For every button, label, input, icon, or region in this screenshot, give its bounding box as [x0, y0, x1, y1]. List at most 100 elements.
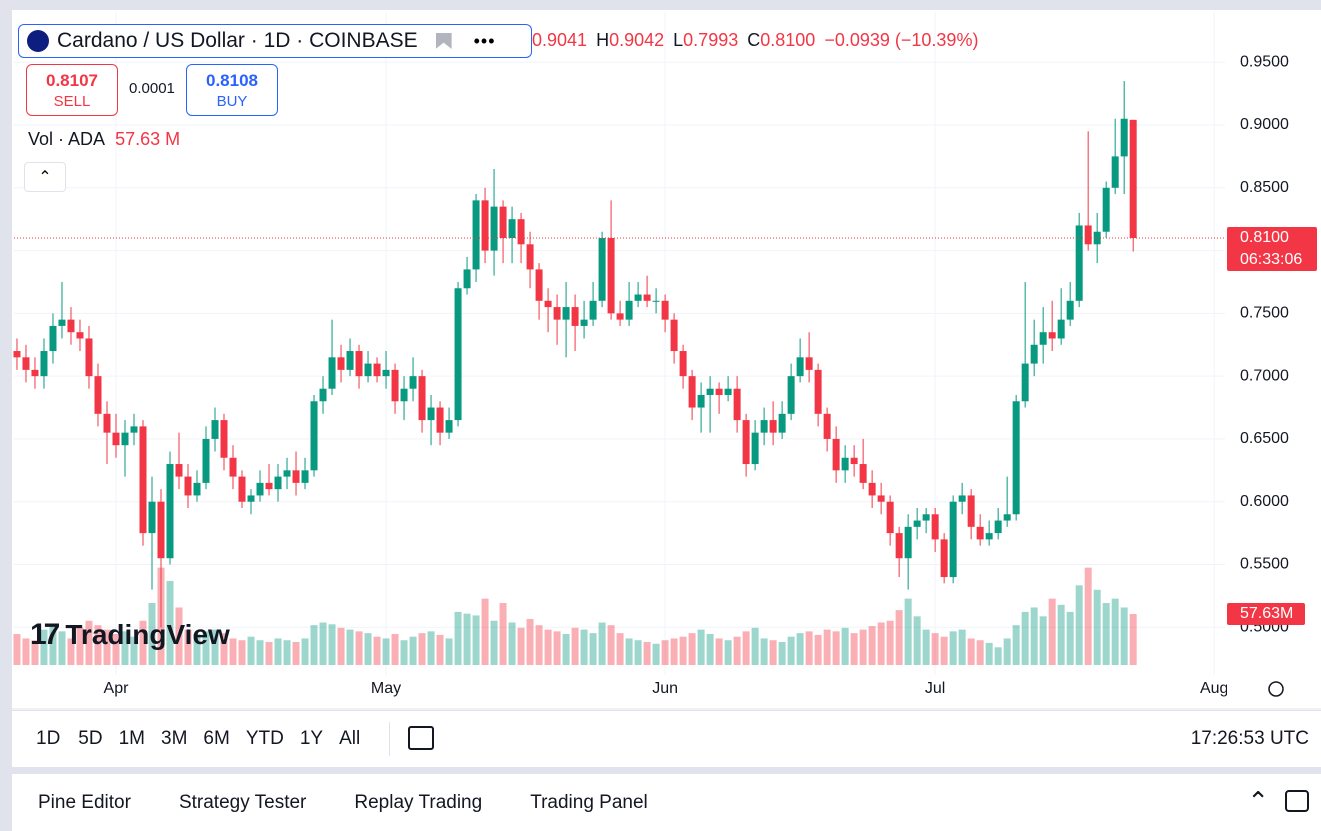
candle-body: [796, 357, 804, 377]
candle-body: [202, 438, 210, 483]
volume-bar: [904, 598, 912, 665]
candle-body: [634, 294, 642, 301]
volume-bar: [355, 631, 363, 665]
volume-bar: [463, 613, 471, 665]
candle-body: [454, 288, 462, 421]
volume-bar: [76, 627, 84, 665]
volume-bar: [283, 640, 291, 665]
volume-bar: [823, 629, 831, 665]
volume-value: 57.63 M: [115, 129, 181, 149]
timeframe-button[interactable]: 5D: [78, 728, 103, 749]
volume-bar: [652, 643, 660, 665]
more[interactable]: •••: [473, 30, 496, 51]
volume-bar: [724, 640, 732, 665]
candle-body: [481, 200, 489, 251]
x-tick-label: Apr: [104, 680, 130, 697]
candle-body: [1057, 319, 1065, 339]
volume-bar: [985, 642, 993, 665]
candle-body: [1003, 514, 1011, 521]
volume-bar: [796, 633, 804, 665]
high-label: H: [596, 30, 610, 50]
volume-bar: [184, 629, 192, 665]
panel-tab[interactable]: Pine Editor: [38, 792, 131, 813]
volume-bar: [364, 633, 372, 665]
timeframe-button[interactable]: 3M: [161, 728, 188, 749]
candle-body: [247, 495, 255, 502]
volume-bar: [607, 625, 615, 665]
volume-bar: [940, 636, 948, 665]
collapse-button[interactable]: ⌃: [24, 162, 66, 192]
date-range-icon[interactable]: [408, 726, 434, 750]
volume-bar: [1057, 604, 1065, 665]
close-label: C: [747, 30, 761, 50]
candle-body: [1030, 344, 1038, 364]
candle-body: [1111, 156, 1119, 188]
candle-body: [616, 313, 624, 320]
timeframe-button[interactable]: YTD: [245, 728, 284, 749]
volume-bar: [895, 610, 903, 665]
volume-bar: [976, 640, 984, 665]
candle-body: [580, 319, 588, 326]
candle-body: [337, 357, 345, 370]
symbol-box[interactable]: Cardano / US Dollar · 1D · COINBASE •••: [18, 24, 532, 58]
volume-bar: [1084, 567, 1092, 665]
panel-tab[interactable]: Replay Trading: [354, 792, 483, 813]
candle-body: [22, 357, 30, 370]
panel-tab[interactable]: Strategy Tester: [178, 792, 307, 813]
candle-body: [463, 269, 471, 289]
candle-body: [733, 388, 741, 421]
timeframe-button[interactable]: 1D: [36, 728, 61, 749]
y-tick-label: 0.7500: [1240, 305, 1289, 322]
candle-body: [1012, 401, 1020, 515]
candle-body: [535, 269, 543, 301]
sell-button[interactable]: 0.8107 SELL: [26, 64, 118, 116]
volume-bar: [589, 633, 597, 665]
candle-body: [472, 200, 480, 270]
collapse-panel[interactable]: ⌃: [1247, 786, 1269, 816]
candle-body: [328, 357, 336, 389]
volume-legend: Vol · ADA 57.63 M: [28, 129, 180, 150]
candle-body: [157, 501, 165, 559]
candle-body: [625, 300, 633, 320]
volume-bar: [472, 615, 480, 665]
candle-body: [679, 351, 687, 377]
candle-body: [112, 432, 120, 446]
volume-bar: [670, 638, 678, 665]
maximize-panel[interactable]: [1285, 790, 1309, 812]
timeframe-button[interactable]: 1M: [118, 728, 145, 749]
candle-body: [841, 457, 849, 471]
candle-body: [661, 300, 669, 320]
clock: 17:26:53 UTC: [1190, 728, 1309, 749]
candle-body: [607, 238, 615, 314]
panel-tab[interactable]: Trading Panel: [530, 792, 648, 813]
candle-body: [409, 376, 417, 389]
x-tick-label: Jul: [925, 680, 945, 697]
candle-body: [949, 501, 957, 578]
volume-bar: [1129, 613, 1137, 665]
volume-bar: [130, 636, 138, 665]
candle-body: [274, 476, 282, 490]
volume-bar: [301, 638, 309, 665]
volume-bar: [868, 626, 876, 665]
price-axis: [1227, 10, 1321, 710]
volume-bar: [814, 634, 822, 665]
timeframe-button[interactable]: 6M: [203, 728, 230, 749]
change: −0.0939 (−10.39%): [824, 30, 979, 50]
volume-bar: [526, 618, 534, 665]
volume-bar: [31, 640, 39, 665]
candle-body: [1048, 332, 1056, 339]
volume-bar: [508, 622, 516, 665]
volume-bar: [94, 625, 102, 665]
timeframe-button[interactable]: All: [339, 728, 361, 749]
candle-body: [940, 539, 948, 578]
candle-body: [544, 300, 552, 308]
candle-body: [1084, 225, 1092, 245]
candle-body: [166, 464, 174, 559]
timeframe-button[interactable]: 1Y: [299, 728, 324, 749]
candle-body: [229, 457, 237, 477]
volume-bar: [616, 633, 624, 665]
buy-button[interactable]: 0.8108 BUY: [186, 64, 278, 116]
candle-body: [526, 244, 534, 270]
candle-body: [436, 407, 444, 433]
candle-body: [1066, 300, 1074, 320]
